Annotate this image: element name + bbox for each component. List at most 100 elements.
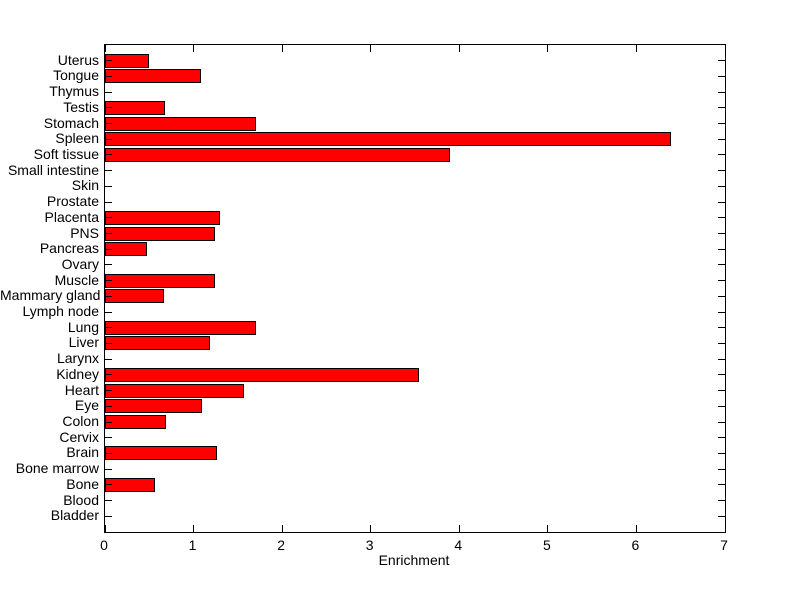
y-tick-label-muscle: Muscle: [54, 271, 99, 288]
x-tick-bottom: [370, 525, 372, 532]
y-tick-label-blood: Blood: [63, 491, 99, 508]
y-tick-label-lymph-node: Lymph node: [22, 303, 99, 320]
bar-brain: [105, 446, 217, 461]
bar-spleen: [105, 132, 671, 147]
y-tick-label-brain: Brain: [66, 444, 99, 461]
y-tick-right: [718, 138, 725, 140]
y-tick-label-liver: Liver: [68, 334, 99, 351]
y-tick-right: [718, 233, 725, 235]
x-tick-label-4: 4: [454, 537, 463, 553]
y-tick-right: [718, 374, 725, 376]
bar-testis: [105, 100, 165, 115]
y-tick-left: [105, 295, 112, 297]
y-tick-label-bladder: Bladder: [50, 507, 99, 524]
x-tick-top: [547, 45, 549, 52]
y-tick-right: [718, 390, 725, 392]
y-tick-right: [718, 311, 725, 313]
x-tick-label-1: 1: [188, 537, 197, 553]
bar-stomach: [105, 116, 256, 131]
x-axis-label: Enrichment: [378, 552, 450, 568]
y-tick-left: [105, 452, 112, 454]
y-tick-label-eye: Eye: [74, 397, 99, 414]
y-tick-label-stomach: Stomach: [43, 114, 99, 131]
x-tick-label-3: 3: [365, 537, 374, 553]
y-tick-left: [105, 374, 112, 376]
bar-eye: [105, 399, 202, 414]
y-tick-right: [718, 264, 725, 266]
y-tick-left: [105, 311, 112, 313]
x-tick-top: [104, 45, 106, 52]
bar-placenta: [105, 210, 220, 225]
y-tick-label-placenta: Placenta: [44, 208, 99, 225]
y-tick-right: [718, 123, 725, 125]
y-tick-label-pancreas: Pancreas: [39, 240, 99, 257]
x-tick-top: [458, 45, 460, 52]
y-tick-left: [105, 233, 112, 235]
bar-mammary-gland: [105, 289, 164, 304]
y-tick-left: [105, 138, 112, 140]
bar-lung: [105, 320, 256, 335]
y-tick-label-bone-marrow: Bone marrow: [15, 460, 99, 477]
y-tick-right: [718, 75, 725, 77]
y-tick-label-pns: PNS: [70, 224, 99, 241]
y-tick-right: [718, 91, 725, 93]
bar-tongue: [105, 69, 201, 84]
y-tick-label-tongue: Tongue: [53, 67, 99, 84]
y-tick-label-heart: Heart: [64, 381, 99, 398]
bar-heart: [105, 383, 244, 398]
x-tick-top: [281, 45, 283, 52]
bar-liver: [105, 336, 210, 351]
y-tick-label-ovary: Ovary: [61, 255, 99, 272]
bar-colon: [105, 415, 166, 430]
y-tick-right: [718, 60, 725, 62]
y-tick-right: [718, 484, 725, 486]
y-tick-right: [718, 217, 725, 219]
x-tick-bottom: [458, 525, 460, 532]
y-tick-label-colon: Colon: [62, 413, 99, 430]
y-tick-label-mammary-gland: Mammary gland: [0, 287, 101, 304]
y-tick-right: [718, 421, 725, 423]
y-tick-left: [105, 201, 112, 203]
y-tick-right: [718, 280, 725, 282]
y-tick-left: [105, 185, 112, 187]
y-tick-left: [105, 170, 112, 172]
y-tick-label-kidney: Kidney: [56, 365, 99, 382]
y-tick-right: [718, 500, 725, 502]
y-tick-left: [105, 264, 112, 266]
plot-area: [104, 44, 726, 533]
y-tick-right: [718, 358, 725, 360]
y-tick-left: [105, 390, 112, 392]
x-tick-bottom: [104, 525, 106, 532]
y-tick-left: [105, 500, 112, 502]
y-tick-right: [718, 327, 725, 329]
y-tick-left: [105, 280, 112, 282]
y-tick-label-larynx: Larynx: [56, 350, 99, 367]
y-tick-right: [718, 185, 725, 187]
y-tick-left: [105, 515, 112, 517]
y-tick-right: [718, 452, 725, 454]
x-tick-top: [370, 45, 372, 52]
x-tick-label-5: 5: [542, 537, 551, 553]
x-tick-top: [193, 45, 195, 52]
y-tick-left: [105, 437, 112, 439]
y-tick-right: [718, 248, 725, 250]
y-tick-right: [718, 468, 725, 470]
x-tick-top: [635, 45, 637, 52]
bar-soft-tissue: [105, 147, 450, 162]
y-tick-right: [718, 437, 725, 439]
y-tick-left: [105, 468, 112, 470]
y-tick-label-uterus: Uterus: [57, 51, 99, 68]
bar-pns: [105, 226, 215, 241]
x-tick-bottom: [547, 525, 549, 532]
y-tick-left: [105, 405, 112, 407]
y-tick-label-thymus: Thymus: [49, 83, 99, 100]
y-tick-left: [105, 342, 112, 344]
x-tick-label-7: 7: [720, 537, 728, 553]
x-tick-label-6: 6: [631, 537, 640, 553]
y-tick-right: [718, 295, 725, 297]
y-tick-right: [718, 170, 725, 172]
y-tick-label-soft-tissue: Soft tissue: [33, 145, 99, 162]
y-tick-left: [105, 75, 112, 77]
x-tick-bottom: [281, 525, 283, 532]
